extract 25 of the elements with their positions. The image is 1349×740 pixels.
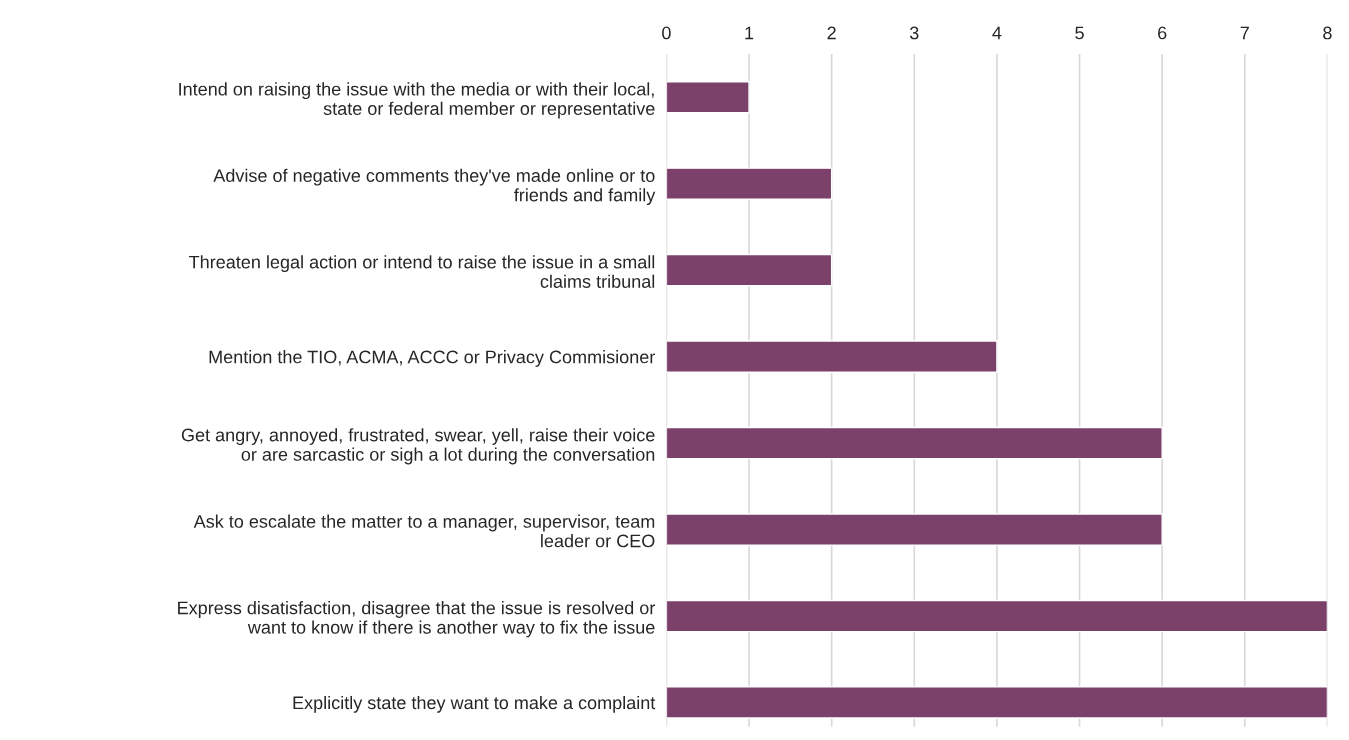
y-tick-label: Advise of negative comments they've made online or to friends and family bbox=[213, 168, 656, 206]
y-tick-label: Express disatisfaction, disagree that the issue is resolved or want to know if there is another way to fix the issue bbox=[178, 601, 656, 638]
y-tick-label: Get angry, annoyed, frustrated, swear, yell, raise their voice or are sarcastic or sigh a lot during the conversation bbox=[181, 428, 655, 465]
bar bbox=[666, 80, 750, 114]
bar bbox=[666, 167, 833, 200]
x-tick-label: 5 bbox=[1075, 26, 1084, 40]
y-tick-label: Threaten legal action or intend to raise the issue in a small claims tribunal bbox=[189, 255, 655, 288]
x-tick-label: 3 bbox=[909, 26, 919, 40]
x-tick-label: 0 bbox=[662, 26, 671, 40]
bar bbox=[666, 686, 1328, 719]
bar bbox=[666, 513, 1163, 546]
bar bbox=[666, 253, 833, 287]
x-tick-label: 4 bbox=[992, 26, 1002, 40]
x-tick-label: 2 bbox=[827, 26, 836, 40]
x-tick-label: 7 bbox=[1240, 26, 1249, 40]
x-tick-label: 1 bbox=[745, 26, 754, 40]
bar bbox=[666, 599, 1328, 633]
bar bbox=[666, 426, 1163, 460]
y-tick-label: Explicitly state they want to make a complaint bbox=[293, 695, 656, 713]
y-tick-label: Intend on raising the issue with the media or with their local, state or federal member or representative bbox=[179, 82, 655, 119]
x-tick-label: 8 bbox=[1323, 26, 1332, 40]
y-tick-label: Mention the TIO, ACMA, ACCC or Privacy Commisioner bbox=[209, 350, 656, 367]
y-tick-label: Ask to escalate the matter to a manager, supervisor, team leader or CEO bbox=[193, 514, 655, 548]
bar bbox=[666, 340, 998, 373]
x-tick-label: 6 bbox=[1158, 26, 1167, 40]
